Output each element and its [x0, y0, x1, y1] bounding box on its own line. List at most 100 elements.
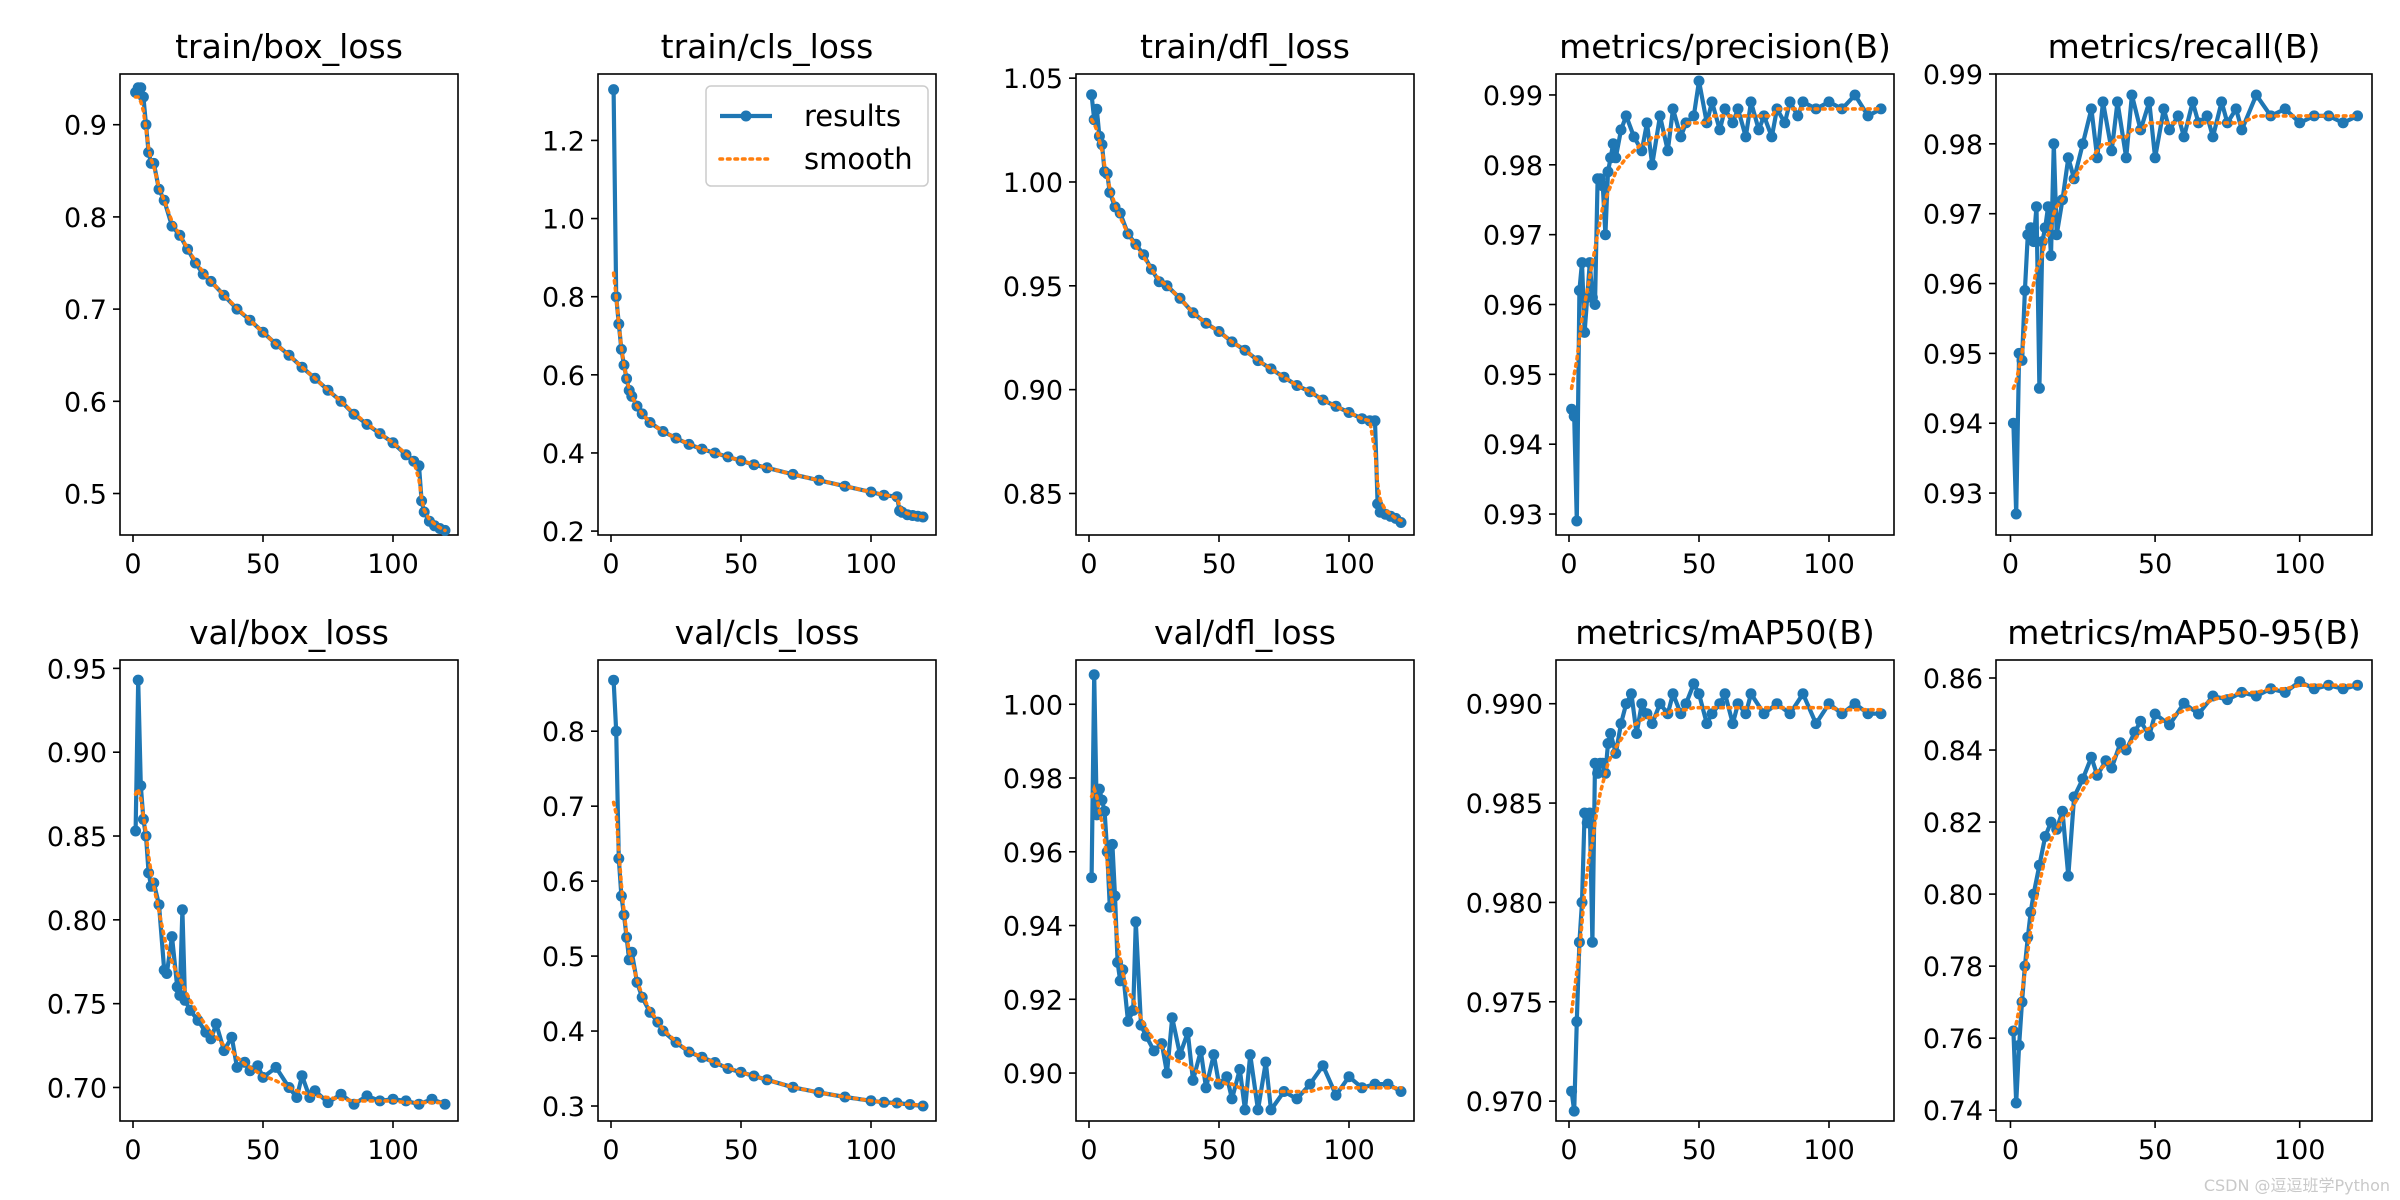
- smooth-line: [133, 784, 447, 1105]
- results-point: [2236, 124, 2248, 136]
- results-point: [2207, 131, 2219, 143]
- y-tick-label: 0.975: [1466, 988, 1543, 1019]
- results-point: [2085, 751, 2097, 763]
- y-tick-label: 0.86: [1923, 664, 1983, 695]
- x-tick-label: 50: [1682, 549, 1716, 580]
- results-point: [270, 1061, 282, 1073]
- chart-title: val/box_loss: [189, 613, 389, 652]
- y-tick-label: 0.96: [1483, 291, 1543, 322]
- y-tick-label: 0.97: [1483, 221, 1543, 252]
- y-tick-label: 0.78: [1923, 952, 1983, 983]
- results-point: [2097, 96, 2109, 108]
- smooth-line: [133, 95, 447, 533]
- x-tick-label: 0: [124, 1135, 141, 1166]
- x-tick-label: 100: [845, 549, 897, 580]
- results-point: [439, 1098, 451, 1110]
- y-tick-label: 0.98: [1483, 151, 1543, 182]
- axes-frame: [119, 659, 459, 1122]
- y-tick-label: 0.92: [1003, 985, 1063, 1016]
- results-point: [1605, 728, 1617, 739]
- x-tick-label: 0: [1560, 549, 1577, 580]
- x-tick-label: 100: [2274, 1135, 2326, 1166]
- y-tick-label: 0.98: [1003, 764, 1063, 795]
- axes-frame: [1555, 73, 1895, 536]
- y-tick-label: 0.94: [1003, 912, 1063, 943]
- y-tick-label: 0.94: [1923, 409, 1983, 440]
- results-point: [1646, 159, 1658, 171]
- results-point: [1226, 1093, 1238, 1105]
- results-point: [1797, 96, 1809, 108]
- results-point: [2057, 805, 2068, 817]
- results-point: [2010, 508, 2022, 520]
- results-point: [2062, 152, 2074, 164]
- results-point: [2337, 117, 2349, 129]
- results-point: [1615, 124, 1627, 136]
- y-tick-label: 0.93: [1483, 500, 1543, 531]
- results-point: [2236, 686, 2248, 698]
- axes-frame: [597, 73, 937, 536]
- x-tick-label: 100: [1323, 1135, 1375, 1166]
- y-tick-label: 0.85: [47, 822, 107, 853]
- y-tick-label: 0.8: [542, 283, 585, 314]
- results-point: [1099, 805, 1111, 817]
- results-point: [1122, 1015, 1134, 1027]
- results-point: [1625, 688, 1637, 700]
- results-point: [2178, 697, 2190, 709]
- results-point: [1174, 1049, 1186, 1061]
- results-point: [1740, 708, 1752, 720]
- y-tick-label: 0.70: [47, 1073, 107, 1104]
- results-point: [1581, 817, 1593, 829]
- y-tick-label: 0.90: [1003, 376, 1063, 407]
- legend-box: [705, 85, 929, 187]
- results-point: [130, 825, 142, 837]
- results-point: [296, 1070, 308, 1082]
- chart-title: metrics/precision(B): [1559, 27, 1891, 66]
- y-tick-label: 0.95: [1003, 272, 1063, 303]
- results-point: [2143, 730, 2155, 742]
- results-point: [161, 968, 173, 979]
- results-point: [166, 931, 178, 943]
- results-point: [1244, 1049, 1256, 1061]
- y-tick-label: 0.5: [542, 942, 585, 973]
- results-point: [1592, 767, 1604, 779]
- chart-title: train/cls_loss: [661, 27, 874, 66]
- results-line: [1089, 94, 1403, 525]
- results-point: [1602, 738, 1614, 749]
- axes-frame: [597, 659, 937, 1122]
- results-point: [2265, 683, 2277, 695]
- results-point: [1701, 718, 1713, 730]
- results-point: [2193, 708, 2204, 720]
- y-tick-label: 0.990: [1466, 690, 1543, 721]
- results-point: [1693, 75, 1705, 87]
- results-point: [1568, 410, 1580, 422]
- results-point: [1208, 1049, 1220, 1061]
- results-point: [1628, 131, 1640, 143]
- x-tick-label: 50: [2138, 549, 2172, 580]
- results-point: [761, 462, 773, 474]
- results-point: [1195, 1045, 1207, 1057]
- x-tick-label: 50: [246, 549, 280, 580]
- results-point: [1610, 152, 1622, 164]
- results-point: [1766, 131, 1778, 143]
- results-point: [2033, 382, 2045, 394]
- smooth-line: [1569, 705, 1883, 1014]
- results-point: [2149, 152, 2161, 164]
- results-point: [1784, 708, 1796, 720]
- results-point: [1719, 688, 1731, 700]
- results-point: [2048, 138, 2060, 150]
- x-tick-label: 50: [724, 549, 758, 580]
- y-tick-label: 0.80: [47, 906, 107, 937]
- results-point: [1753, 124, 1765, 136]
- results-point: [1615, 718, 1627, 730]
- results-point: [1395, 1086, 1407, 1097]
- axes-frame: [1995, 659, 2373, 1122]
- results-point: [1631, 728, 1643, 739]
- results-point: [1654, 110, 1666, 122]
- results-point: [1584, 807, 1596, 819]
- results-point: [2077, 138, 2089, 150]
- results-point: [1732, 103, 1744, 115]
- legend-results-label: results: [804, 99, 901, 133]
- results-point: [1140, 1030, 1152, 1042]
- chart-val-dfl-loss: val/dfl_loss 0 50 100 0.90 0.92 0.94 0.96 0.98 1.…: [1003, 613, 1415, 1166]
- results-point: [1106, 838, 1118, 850]
